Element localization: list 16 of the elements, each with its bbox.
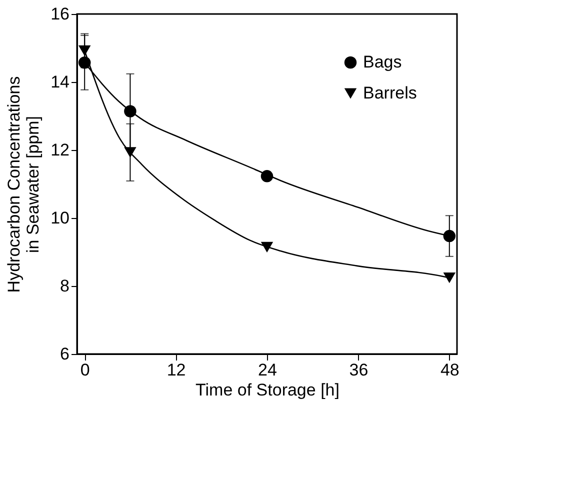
y-tick-label: 6 <box>60 344 70 364</box>
x-tick-label: 24 <box>258 360 277 380</box>
y-tick-label: 10 <box>50 208 70 228</box>
y-tick-label: 8 <box>60 276 70 296</box>
y-tick-label: 12 <box>50 140 70 160</box>
x-tick-label: 12 <box>166 360 186 380</box>
x-axis-title: Time of Storage [h] <box>196 380 340 400</box>
y-tick-label: 16 <box>50 4 70 24</box>
y-axis-title: Hydrocarbon Concentrations in Seawater [ppm] <box>4 76 43 293</box>
point <box>443 272 456 284</box>
legend-label: Barrels <box>363 84 417 102</box>
x-tick-label: 36 <box>349 360 368 380</box>
y-tick-label: 14 <box>50 72 70 92</box>
x-tick-label: 0 <box>80 360 90 380</box>
x-tick-label: 48 <box>440 360 460 380</box>
legend-label: Bags <box>363 52 402 72</box>
